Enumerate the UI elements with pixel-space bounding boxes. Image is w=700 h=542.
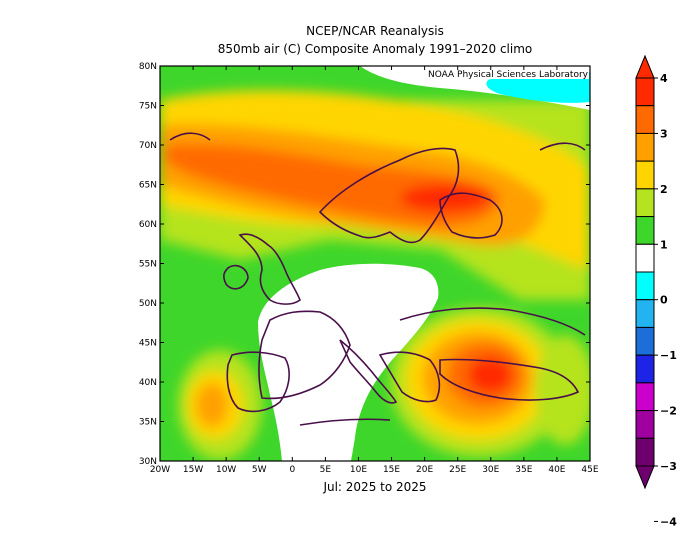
y-tick-label: 65N (139, 181, 157, 191)
colorbar-swatch (635, 326, 655, 356)
y-tick-label: 40N (139, 378, 157, 388)
coast-great-britain (238, 233, 301, 305)
coast-finland (439, 192, 503, 239)
colorbar-arrow-top (635, 54, 655, 79)
credit-text: NOAA Physical Sciences Laboratory (428, 70, 589, 80)
colorbar-swatch (635, 132, 655, 162)
chart-subtitle: 850mb air (C) Composite Anomaly 1991–202… (217, 42, 533, 56)
coast-balkans (378, 351, 441, 403)
coast-anatolia (439, 358, 580, 401)
y-tick-label: 45N (139, 339, 157, 349)
coastlines (169, 132, 586, 426)
x-tick-label: 40E (548, 465, 565, 475)
colorbar-label: 1 (660, 238, 668, 251)
y-tick-label: 55N (139, 260, 157, 270)
coast-italy (339, 339, 398, 404)
colorbar-swatch (635, 271, 655, 301)
y-tick-label: 80N (139, 62, 157, 72)
colorbar-label: −2 (660, 405, 677, 418)
x-tick-label: 15W (183, 465, 203, 475)
x-tick-label: 45E (581, 465, 598, 475)
colorbar-swatch (635, 354, 655, 384)
time-caption: Jul: 2025 to 2025 (323, 480, 427, 494)
colorbar-label: −3 (660, 460, 677, 473)
colorbar-swatch (635, 437, 655, 467)
colorbar-swatch (635, 216, 655, 245)
coast-novaya-zemlya (539, 142, 586, 151)
colorbar-swatch (635, 299, 655, 328)
colorbar-label: 3 (660, 127, 668, 140)
credit-box (400, 67, 589, 79)
y-tick-label: 30N (139, 457, 157, 467)
field-cold-cyan-arctic (486, 71, 590, 103)
coast-black-sea-north (399, 307, 586, 336)
x-tick-label: 10W (216, 465, 236, 475)
x-tick-label: 0 (289, 465, 295, 475)
x-tick-label: 15E (383, 465, 400, 475)
y-axis-ticks: 80N 75N 70N 65N 60N 55N 50N 45N 40N 35N 30N (139, 62, 590, 467)
x-axis-ticks: 20W 15W 10W 5W 0 5E 10E 15E 20E 25E 30E 35E 40E 45E (150, 66, 599, 475)
x-tick-label: 10E (350, 465, 367, 475)
colorbar-label: −1 (660, 349, 677, 362)
y-tick-label: 35N (139, 418, 157, 428)
coast-ireland (223, 264, 249, 290)
x-tick-label: 20E (416, 465, 433, 475)
colorbar-swatch (635, 188, 655, 218)
coast-iceland (169, 132, 211, 141)
x-tick-label: 5E (320, 465, 332, 475)
colorbar-swatch (635, 410, 655, 439)
field-yg-east (535, 335, 590, 445)
field-red-southeast (468, 357, 512, 393)
coast-scandinavia (318, 147, 460, 244)
colorbar-label: 4 (660, 72, 668, 85)
colorbar-label: 0 (660, 294, 668, 307)
y-tick-label: 50N (139, 299, 157, 309)
x-tick-label: 30E (482, 465, 499, 475)
colorbar-swatch (635, 160, 655, 190)
colorbar-swatch (635, 105, 655, 134)
colorbar-swatch (635, 382, 655, 412)
x-tick-label: 5W (252, 465, 267, 475)
coast-france (258, 310, 351, 400)
anomaly-field (160, 66, 590, 461)
y-tick-label: 60N (139, 220, 157, 230)
x-tick-label: 20W (150, 465, 170, 475)
colorbar-swatch (635, 77, 655, 107)
x-tick-label: 25E (449, 465, 466, 475)
colorbar-swatch (635, 243, 655, 273)
field-orange-iberia (196, 383, 228, 427)
coast-north-africa (299, 418, 391, 426)
y-tick-label: 70N (139, 141, 157, 151)
field-neutral-central-europe (258, 263, 439, 461)
colorbar-label: 2 (660, 183, 668, 196)
chart-title: NCEP/NCAR Reanalysis (306, 24, 444, 38)
x-tick-label: 35E (515, 465, 532, 475)
colorbar: 4 3 2 1 0 −1 −2 −3 −4 (635, 54, 677, 528)
colorbar-label: −4 (660, 515, 677, 528)
coast-iberia (226, 351, 290, 413)
colorbar-arrow-bottom (635, 465, 655, 490)
y-tick-label: 75N (139, 102, 157, 112)
